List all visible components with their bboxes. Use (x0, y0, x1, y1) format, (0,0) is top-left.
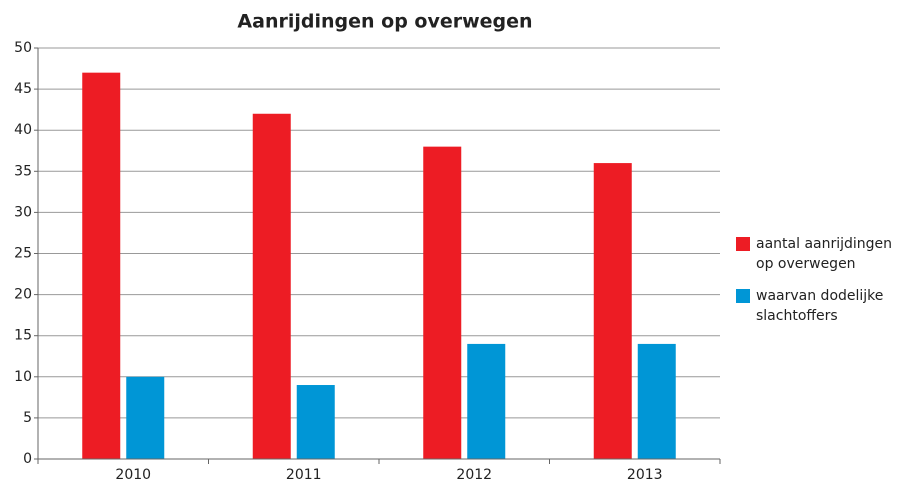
y-tick-label: 10 (14, 369, 32, 385)
bar (82, 72, 121, 459)
y-tick-label: 15 (14, 328, 32, 344)
y-tick-label: 45 (14, 81, 32, 97)
chart-title: Aanrijdingen op overwegen (237, 11, 532, 33)
y-tick-label: 50 (14, 40, 32, 56)
legend-label: aantal aanrijdingen op overwegen (756, 236, 893, 272)
y-tick-label: 25 (14, 246, 32, 262)
y-tick-label: 0 (23, 451, 32, 467)
x-tick-label: 2013 (627, 467, 663, 483)
bar (126, 376, 165, 459)
bar (252, 113, 291, 459)
x-tick-label: 2011 (286, 467, 322, 483)
y-tick-label: 40 (14, 122, 32, 138)
bar (467, 343, 506, 459)
legend-swatch (736, 237, 750, 251)
legend-item: aantal aanrijdingen op overwegen (736, 234, 906, 274)
x-tick-label: 2010 (115, 467, 151, 483)
x-tick-label: 2012 (456, 467, 492, 483)
legend-item: waarvan dodelijke slachtoffers (736, 286, 906, 326)
y-tick-label: 5 (23, 410, 32, 426)
legend-swatch (736, 289, 750, 303)
bar (637, 343, 676, 459)
y-tick-label: 20 (14, 287, 32, 303)
bar (296, 385, 335, 459)
y-tick-label: 30 (14, 204, 32, 220)
y-tick-label: 35 (14, 163, 32, 179)
bar (593, 163, 632, 459)
legend-label: waarvan dodelijke slachtoffers (756, 288, 884, 324)
legend: aantal aanrijdingen op overwegen waarvan … (736, 234, 906, 338)
bar (423, 146, 462, 459)
